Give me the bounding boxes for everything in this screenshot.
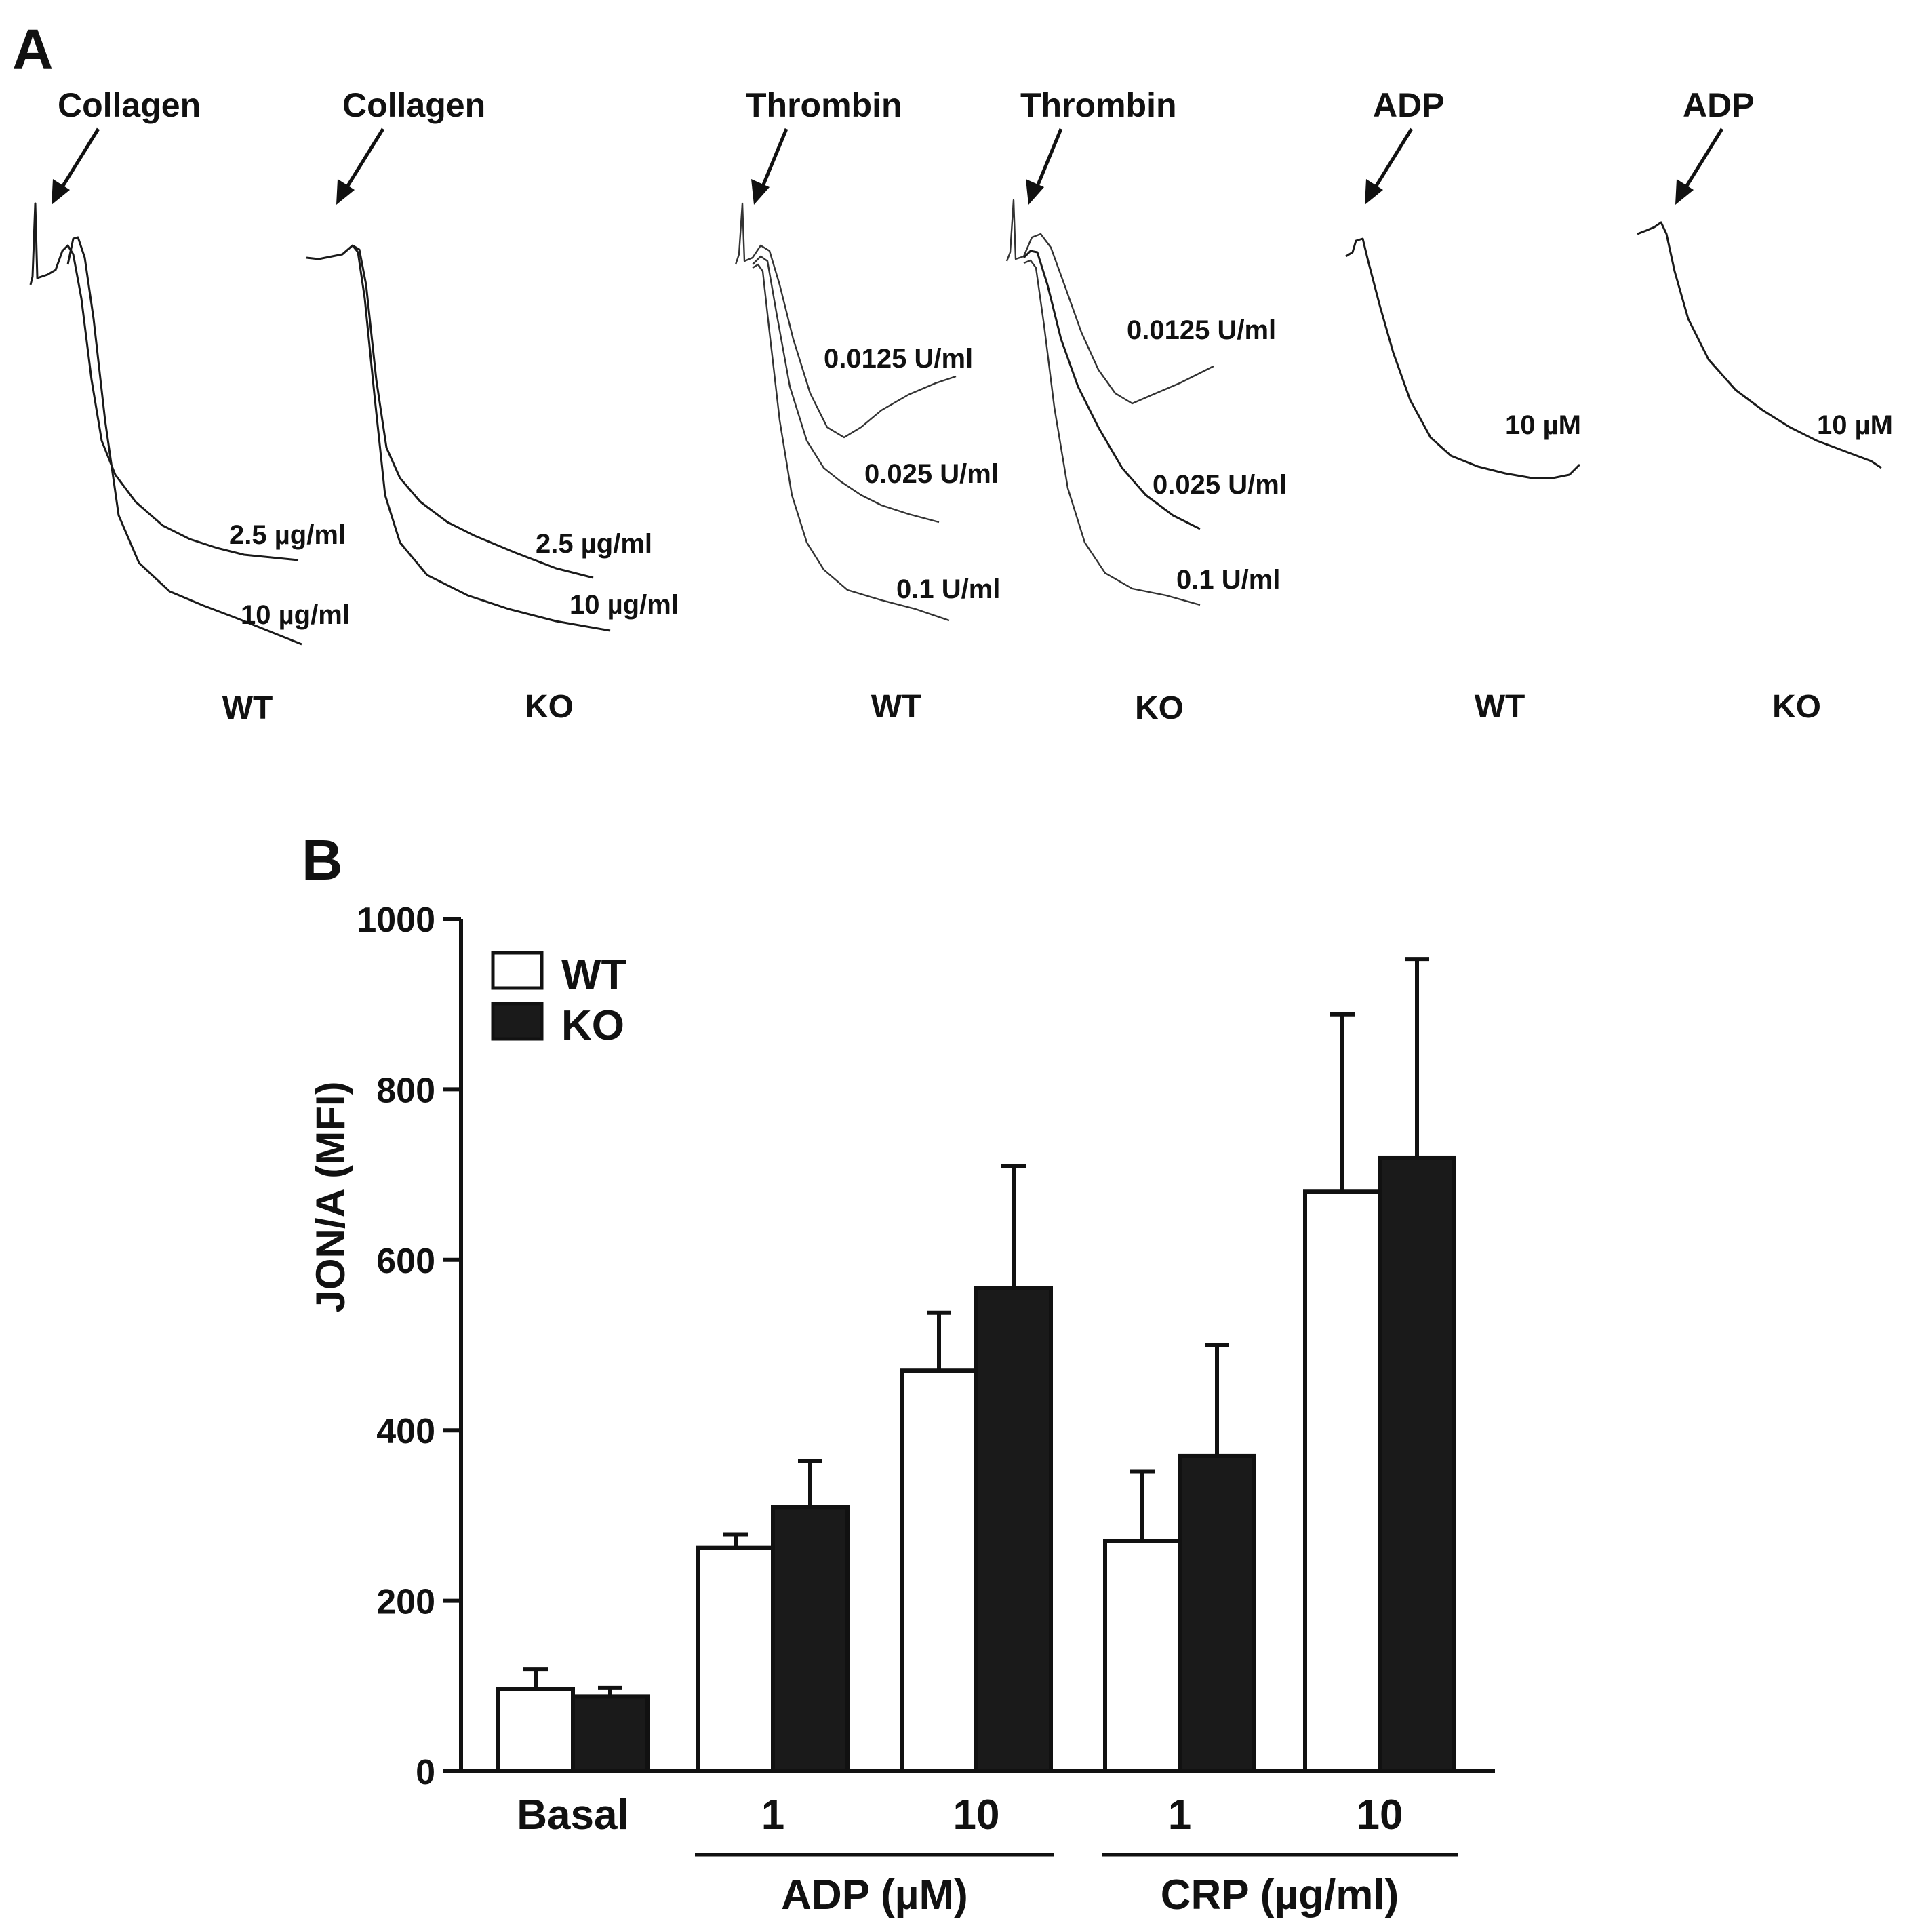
x-category-label: 1 [761, 1792, 784, 1838]
bar-ko [1378, 1155, 1456, 1773]
aggregation-trace [306, 244, 594, 579]
aggregation-trace [734, 202, 957, 439]
y-tick-label: 1000 [357, 901, 435, 940]
concentration-label: 0.025 U/ml [1153, 470, 1287, 500]
concentration-label: 10 µg/ml [570, 590, 679, 620]
concentration-label: 0.1 U/ml [896, 574, 1000, 604]
bar-ko [974, 1286, 1053, 1773]
arrow-icon [1675, 127, 1724, 205]
legend-label-wt: WT [561, 951, 627, 998]
bar-wt [1103, 1539, 1182, 1774]
legend-label-ko: KO [561, 1002, 624, 1049]
agonist-label: Collagen [58, 86, 201, 124]
aggregation-trace [1345, 237, 1581, 479]
genotype-label: WT [871, 689, 922, 725]
agonist-label: Collagen [342, 86, 485, 124]
aggregation-trace [1023, 259, 1201, 606]
genotype-label: WT [222, 690, 273, 726]
aggregation-trace [29, 202, 299, 561]
aggregation-group-thrombin-ko: Thrombin 0.0125 U/ml 0.025 U/ml 0.1 U/ml… [1005, 86, 1287, 726]
group-label: CRP (µg/ml) [1161, 1872, 1399, 1918]
agonist-label: ADP [1683, 86, 1755, 124]
y-tick-label: 200 [376, 1583, 435, 1622]
aggregation-trace [1637, 221, 1882, 469]
aggregation-group-adp-ko: ADP 10 µM KO [1637, 86, 1893, 725]
group-label: ADP (µM) [781, 1872, 968, 1918]
bar-wt [696, 1545, 775, 1774]
panel-b-letter: B [302, 828, 343, 892]
concentration-label: 0.0125 U/ml [824, 344, 973, 374]
concentration-label: 10 µM [1817, 410, 1893, 440]
concentration-label: 2.5 µg/ml [536, 529, 652, 559]
x-category-label: 10 [1357, 1792, 1403, 1838]
aggregation-group-collagen-ko: Collagen 2.5 µg/ml 10 µg/ml KO [306, 86, 679, 725]
arrow-icon [1026, 128, 1063, 205]
panel-a-letter: A [12, 18, 54, 81]
legend-swatch-ko [491, 1002, 544, 1041]
bar-ko [571, 1694, 650, 1774]
aggregation-trace [1022, 250, 1201, 530]
concentration-label: 2.5 µg/ml [229, 520, 346, 550]
legend: WT KO [491, 951, 627, 1049]
bar-wt [900, 1368, 978, 1773]
y-tick-label: 800 [376, 1071, 435, 1110]
y-tick-label: 400 [376, 1412, 435, 1451]
x-category-label: Basal [517, 1792, 628, 1838]
bar-wt [1303, 1189, 1382, 1773]
agonist-label: ADP [1373, 86, 1445, 124]
bar-wt [496, 1687, 575, 1774]
agonist-label: Thrombin [1020, 86, 1177, 124]
aggregation-group-thrombin-wt: Thrombin 0.0125 U/ml 0.025 U/ml 0.1 U/ml… [734, 86, 1000, 725]
arrow-icon [1365, 127, 1414, 205]
aggregation-trace [1005, 199, 1214, 405]
arrow-icon [336, 127, 385, 205]
aggregation-group-adp-wt: ADP 10 µM WT [1345, 86, 1581, 725]
bar-ko [1178, 1453, 1256, 1773]
y-tick-label: 600 [376, 1242, 435, 1281]
bar-ko [771, 1505, 850, 1774]
concentration-label: 10 µg/ml [241, 600, 350, 630]
y-axis-label: JON/A (MFI) [308, 1081, 353, 1312]
x-category-label: 10 [953, 1792, 1000, 1838]
bar-chart: JON/A (MFI) WT KO 0 200 400 600 800 1000 Basal… [308, 901, 1495, 1918]
x-category-label: 1 [1168, 1792, 1191, 1838]
aggregation-trace [752, 263, 950, 622]
genotype-label: WT [1475, 689, 1525, 725]
y-tick-label: 0 [416, 1753, 435, 1792]
concentration-label: 10 µM [1505, 410, 1581, 440]
genotype-label: KO [1772, 689, 1821, 725]
arrow-icon [751, 128, 788, 205]
legend-swatch-wt [491, 951, 544, 990]
arrow-icon [52, 127, 100, 205]
concentration-label: 0.025 U/ml [864, 459, 999, 489]
aggregation-trace [351, 245, 611, 632]
aggregation-trace [66, 236, 302, 646]
concentration-label: 0.1 U/ml [1176, 565, 1280, 595]
genotype-label: KO [1135, 690, 1184, 726]
aggregation-trace [752, 255, 940, 524]
genotype-label: KO [525, 689, 574, 725]
aggregation-group-collagen-wt: Collagen 2.5 µg/ml 10 µg/ml WT [29, 86, 350, 726]
agonist-label: Thrombin [746, 86, 902, 124]
concentration-label: 0.0125 U/ml [1127, 315, 1276, 345]
